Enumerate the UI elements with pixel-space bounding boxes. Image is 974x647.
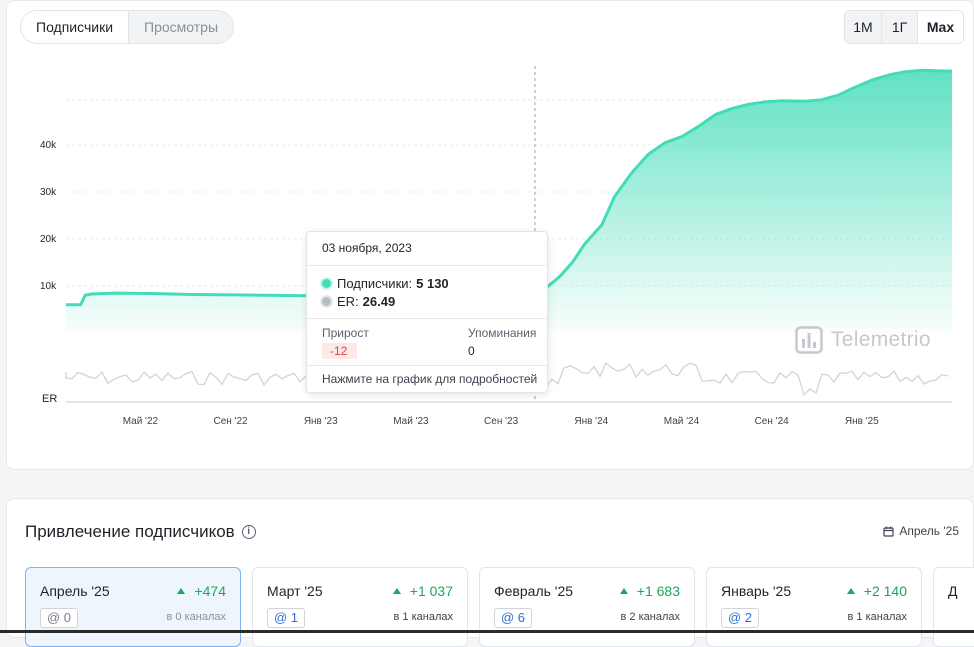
range-1m-button[interactable]: 1M	[845, 11, 881, 43]
month-delta-value: +474	[194, 583, 226, 599]
tooltip-date: 03 ноября, 2023	[322, 241, 412, 255]
metric-toggle: Подписчики Просмотры	[20, 10, 235, 44]
mentions-badge[interactable]: @ 6	[494, 608, 533, 628]
month-delta-value: +2 140	[863, 583, 907, 599]
month-delta: +474	[177, 583, 226, 599]
y-tick-label: 10k	[40, 281, 57, 292]
mentions-badge[interactable]: @ 1	[267, 608, 306, 628]
tooltip-mentions-label: Упоминания	[468, 326, 537, 340]
month-name: Январь '25	[721, 583, 792, 599]
calendar-icon	[883, 526, 894, 537]
tooltip-mentions-value: 0	[468, 344, 475, 358]
tooltip-subscribers-label: Подписчики:	[337, 276, 413, 291]
range-max-button[interactable]: Max	[917, 11, 963, 43]
tooltip-subscribers-row: Подписчики: 5 130	[322, 276, 449, 291]
channels-count: в 1 каналах	[393, 611, 453, 623]
channels-count: в 0 каналах	[166, 611, 226, 623]
tab-subscribers[interactable]: Подписчики	[21, 11, 130, 43]
up-arrow-icon	[619, 588, 628, 594]
tooltip-hint: Нажмите на график для подробностей	[322, 372, 538, 386]
x-tick-label: Май '22	[123, 416, 159, 427]
subscribers-area	[66, 70, 952, 334]
watermark: Telemetrio	[795, 326, 931, 354]
tooltip-er-label: ER:	[337, 294, 359, 309]
month-card-december[interactable]: Д	[933, 567, 974, 647]
tooltip-er-value: 26.49	[362, 294, 396, 309]
divider	[307, 318, 547, 319]
x-tick-label: Сен '24	[755, 416, 790, 427]
date-picker-button[interactable]: Апрель '25	[883, 524, 959, 538]
x-tick-label: Сен '23	[484, 416, 519, 427]
y-tick-label: 30k	[40, 187, 57, 198]
x-tick-label: Май '24	[664, 416, 700, 427]
channels-count: в 2 каналах	[620, 611, 680, 623]
subscribers-dot-icon	[322, 279, 331, 288]
range-selector: 1M 1Г Max	[844, 10, 964, 44]
month-delta-value: +1 683	[636, 583, 680, 599]
er-dot-icon	[322, 297, 331, 306]
watermark-text: Telemetrio	[831, 328, 931, 351]
chart-tooltip: 03 ноября, 2023 Подписчики: 5 130 ER: 26…	[306, 231, 548, 393]
range-1y-button[interactable]: 1Г	[881, 11, 917, 43]
info-icon[interactable]: i	[241, 525, 256, 539]
up-arrow-icon	[177, 588, 186, 594]
subscribers-line	[65, 68, 953, 311]
month-name: Апрель '25	[40, 583, 110, 599]
section-title: Привлечение подписчиков i	[25, 522, 256, 542]
mentions-badge[interactable]: @ 2	[721, 608, 760, 628]
tab-views[interactable]: Просмотры	[144, 19, 219, 35]
month-card-april[interactable]: Апрель '25 +474 @ 0 в 0 каналах	[25, 567, 241, 647]
x-tick-label: Сен '22	[214, 416, 249, 427]
x-tick-label: Янв '23	[304, 416, 338, 427]
month-name: Февраль '25	[494, 583, 574, 599]
date-picker-label: Апрель '25	[899, 524, 959, 538]
section-title-text: Привлечение подписчиков	[25, 522, 235, 541]
month-card-january[interactable]: Январь '25 +2 140 @ 2 в 1 каналах	[706, 567, 922, 647]
window-bottom-edge	[0, 630, 974, 633]
tooltip-growth-value: -12	[322, 343, 358, 359]
y-tick-label: 40k	[40, 140, 57, 151]
month-card-february[interactable]: Февраль '25 +1 683 @ 6 в 2 каналах	[479, 567, 695, 647]
tooltip-er-row: ER: 26.49	[322, 294, 395, 309]
month-name: Д	[948, 583, 958, 599]
channels-count: в 1 каналах	[847, 611, 907, 623]
month-name: Март '25	[267, 583, 323, 599]
month-card-march[interactable]: Март '25 +1 037 @ 1 в 1 каналах	[252, 567, 468, 647]
month-delta: +1 683	[619, 583, 680, 599]
x-tick-label: Май '23	[393, 416, 429, 427]
x-tick-label: Янв '25	[845, 416, 879, 427]
tooltip-growth-label: Прирост	[322, 326, 369, 340]
mentions-badge[interactable]: @ 0	[40, 608, 79, 628]
tooltip-subscribers-value: 5 130	[416, 276, 449, 291]
er-axis-label: ER	[42, 393, 57, 405]
up-arrow-icon	[392, 588, 401, 594]
telemetrio-logo-icon	[795, 326, 823, 354]
divider	[307, 265, 547, 266]
y-tick-label: 20k	[40, 234, 57, 245]
up-arrow-icon	[846, 588, 855, 594]
month-delta: +1 037	[392, 583, 453, 599]
divider	[307, 365, 547, 366]
month-delta-value: +1 037	[409, 583, 453, 599]
month-delta: +2 140	[846, 583, 907, 599]
x-tick-label: Янв '24	[574, 416, 608, 427]
